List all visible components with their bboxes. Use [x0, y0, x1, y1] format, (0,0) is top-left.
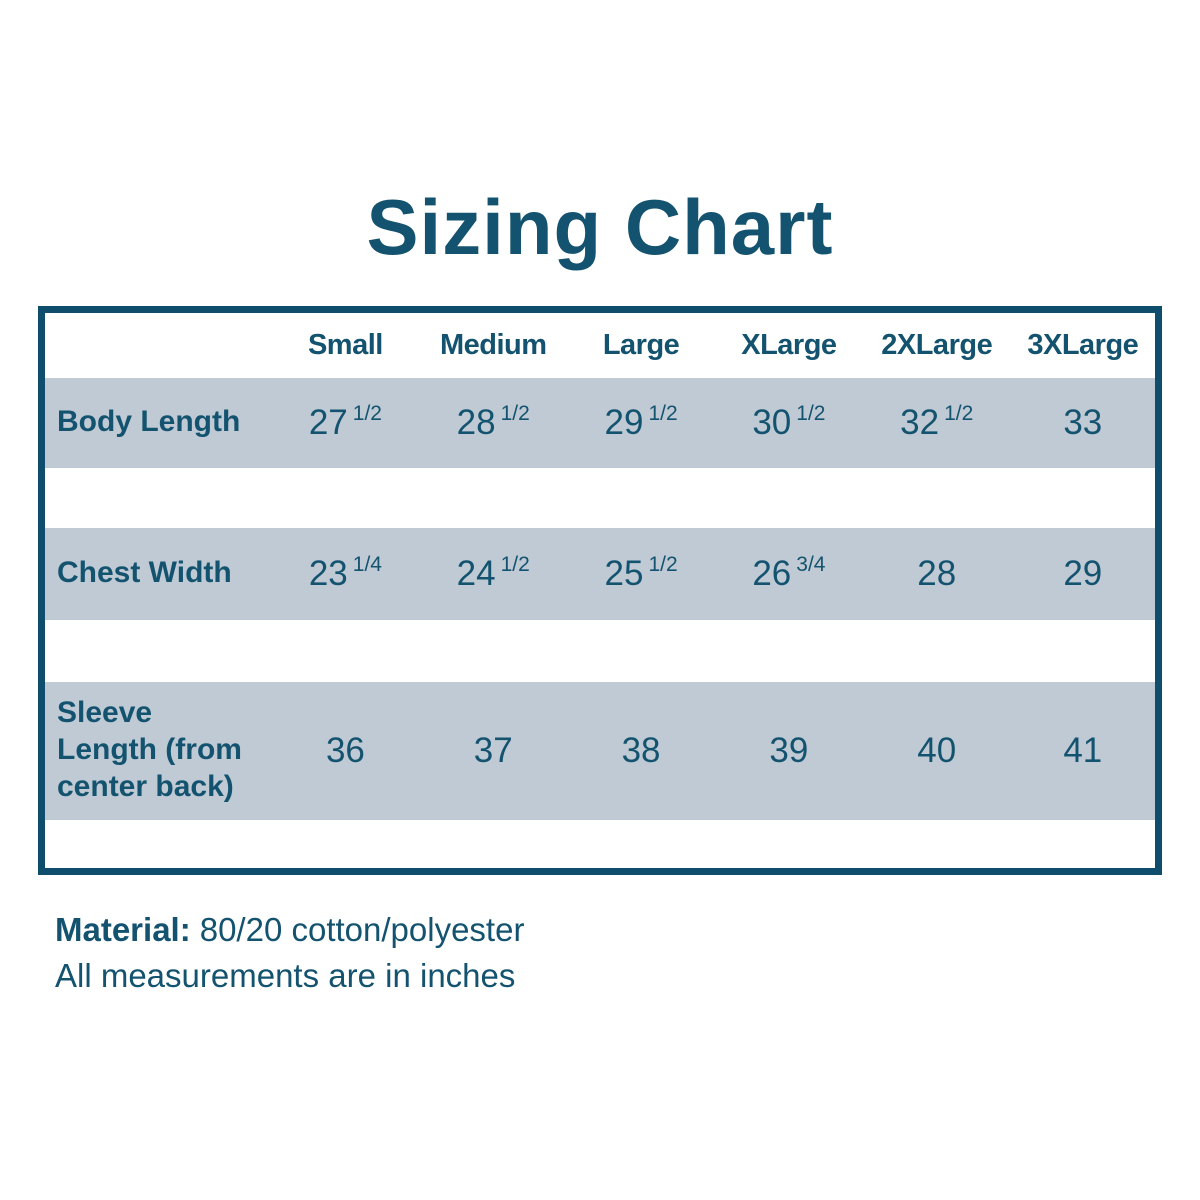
material-value: 80/20 cotton/polyester [199, 911, 525, 948]
size-value-cell: 28 [917, 553, 957, 593]
page-title: Sizing Chart [366, 183, 834, 271]
size-value-cell: 40 [917, 730, 957, 770]
row-label-chest-width: Chest Width [57, 556, 232, 590]
size-value-cell: 30 1/2 [752, 402, 826, 442]
column-header-medium: Medium [439, 328, 547, 361]
size-value-cell: 39 [769, 730, 809, 770]
material-label: Material: [55, 911, 191, 948]
table-row-body-length: Body Length 27 1/2 28 1/2 29 1/2 30 1/2 32 1/… [41, 377, 1159, 468]
row-gap [41, 467, 1159, 528]
footer-notes: Material: 80/20 cotton/polyester All meas… [38, 907, 1162, 998]
corner-spacer-cell [42, 310, 272, 378]
column-header-large: Large [602, 328, 680, 361]
size-value-cell: 29 1/2 [604, 402, 678, 442]
size-value-cell: 33 [1063, 402, 1103, 442]
size-value-cell: 27 1/2 [308, 402, 382, 442]
size-value-cell: 26 3/4 [752, 553, 826, 593]
size-value-cell: 24 1/2 [456, 553, 530, 593]
material-note: Material: 80/20 cotton/polyester [55, 907, 1162, 953]
size-value-cell: 32 1/2 [900, 402, 974, 442]
size-value-cell: 38 [621, 730, 661, 770]
size-value-cell: 37 [473, 730, 513, 770]
units-note: All measurements are in inches [55, 956, 516, 994]
column-header-2xlarge: 2XLarge [881, 328, 993, 361]
table-row-sleeve-length: Sleeve Length (from center back) 36 37 3… [41, 681, 1159, 820]
size-value-cell: 25 1/2 [604, 553, 678, 593]
column-header-small: Small [307, 328, 383, 361]
row-label-body-length: Body Length [57, 405, 241, 439]
table-header-row: Small Medium Large XLarge 2XLarge 3XLarg… [41, 309, 1159, 378]
size-value-cell: 23 1/4 [308, 553, 382, 593]
size-value-cell: 36 [325, 730, 365, 770]
row-label-sleeve-length: Sleeve Length (from center back) [57, 696, 242, 803]
sizing-table: Small Medium Large XLarge 2XLarge 3XLarg… [38, 306, 1162, 875]
size-value-cell: 28 1/2 [456, 402, 530, 442]
row-gap [41, 819, 1159, 872]
row-gap [41, 619, 1159, 682]
size-value-cell: 41 [1063, 730, 1103, 770]
column-header-xlarge: XLarge [741, 328, 837, 361]
size-value-cell: 29 [1063, 553, 1103, 593]
column-header-3xlarge: 3XLarge [1027, 328, 1139, 361]
table-row-chest-width: Chest Width 23 1/4 24 1/2 25 1/2 26 3/4 28 2… [41, 527, 1159, 620]
